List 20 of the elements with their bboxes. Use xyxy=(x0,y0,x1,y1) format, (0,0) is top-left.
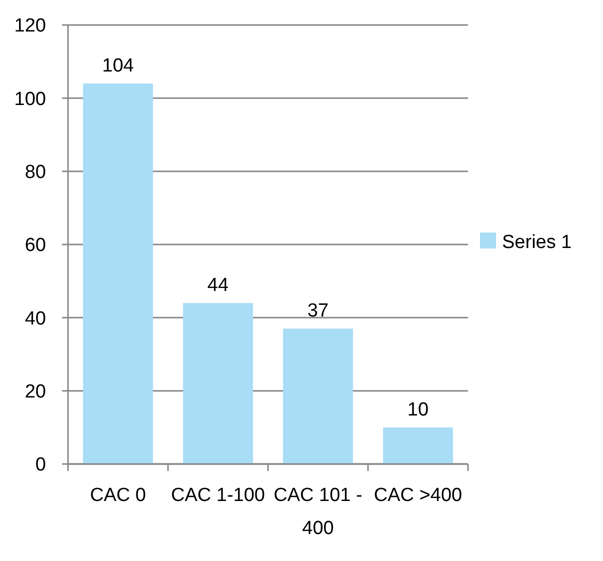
bar xyxy=(83,84,153,464)
x-tick-label: CAC 101 - 400 xyxy=(274,485,362,539)
y-tick-label: 100 xyxy=(14,88,46,110)
bar xyxy=(183,303,253,464)
bar xyxy=(283,328,353,464)
x-tick-label: CAC 1-100 xyxy=(171,485,265,506)
data-label: 44 xyxy=(207,275,229,296)
data-label: 104 xyxy=(102,56,134,77)
y-tick-label: 20 xyxy=(24,381,46,402)
data-label: 10 xyxy=(407,399,429,420)
y-tick-label: 80 xyxy=(24,162,46,183)
data-label: 37 xyxy=(307,300,329,322)
y-tick-label: 0 xyxy=(35,454,46,476)
y-tick-label: 120 xyxy=(14,16,46,37)
bar xyxy=(383,427,453,464)
x-tick-label: CAC 0 xyxy=(90,485,146,506)
y-tick-label: 60 xyxy=(24,235,46,256)
y-tick-label: 40 xyxy=(24,308,46,330)
x-tick-label: CAC >400 xyxy=(374,485,462,506)
legend-label: Series 1 xyxy=(502,232,572,254)
